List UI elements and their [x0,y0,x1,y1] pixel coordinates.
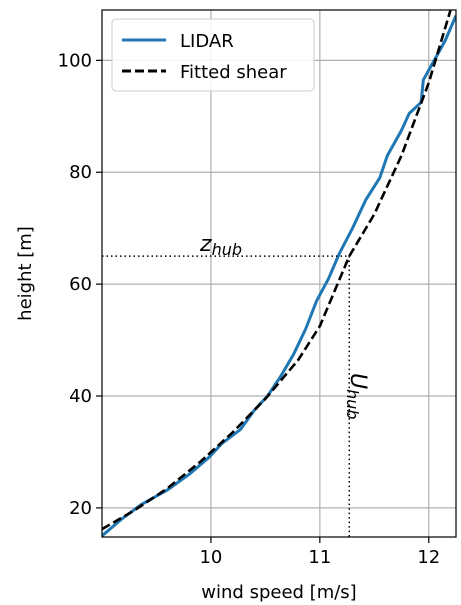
u-hub-label-base: U [345,373,370,389]
u-hub-label: Uhub [343,373,370,420]
legend: LIDAR Fitted shear [111,18,315,92]
series-line-lidar [102,14,456,537]
y-axis-label: height [m] [15,226,36,321]
plot-frame [101,9,457,538]
z-hub-label-sub: hub [212,240,242,259]
u-hub-label-sub: hub [343,389,362,419]
y-ticks: 20 40 60 80 100 [58,50,102,519]
x-axis-label: wind speed [m/s] [201,582,356,603]
y-tick-label-60: 60 [69,274,92,295]
x-tick-label-12: 12 [417,547,440,568]
series-line-fitted-shear [102,10,452,531]
legend-label-0: LIDAR [180,31,234,52]
legend-box [111,18,315,92]
series-layer [102,10,456,537]
z-hub-label: zhub [199,232,242,259]
y-tick-label-100: 100 [58,50,92,71]
x-ticks: 10 11 12 [199,537,440,568]
grid [102,10,456,537]
x-tick-label-11: 11 [308,547,331,568]
y-tick-label-80: 80 [69,162,92,183]
y-tick-label-20: 20 [69,498,92,519]
x-tick-label-10: 10 [199,547,222,568]
y-tick-label-40: 40 [69,386,92,407]
legend-label-1: Fitted shear [180,62,287,83]
z-hub-label-base: z [199,232,212,257]
